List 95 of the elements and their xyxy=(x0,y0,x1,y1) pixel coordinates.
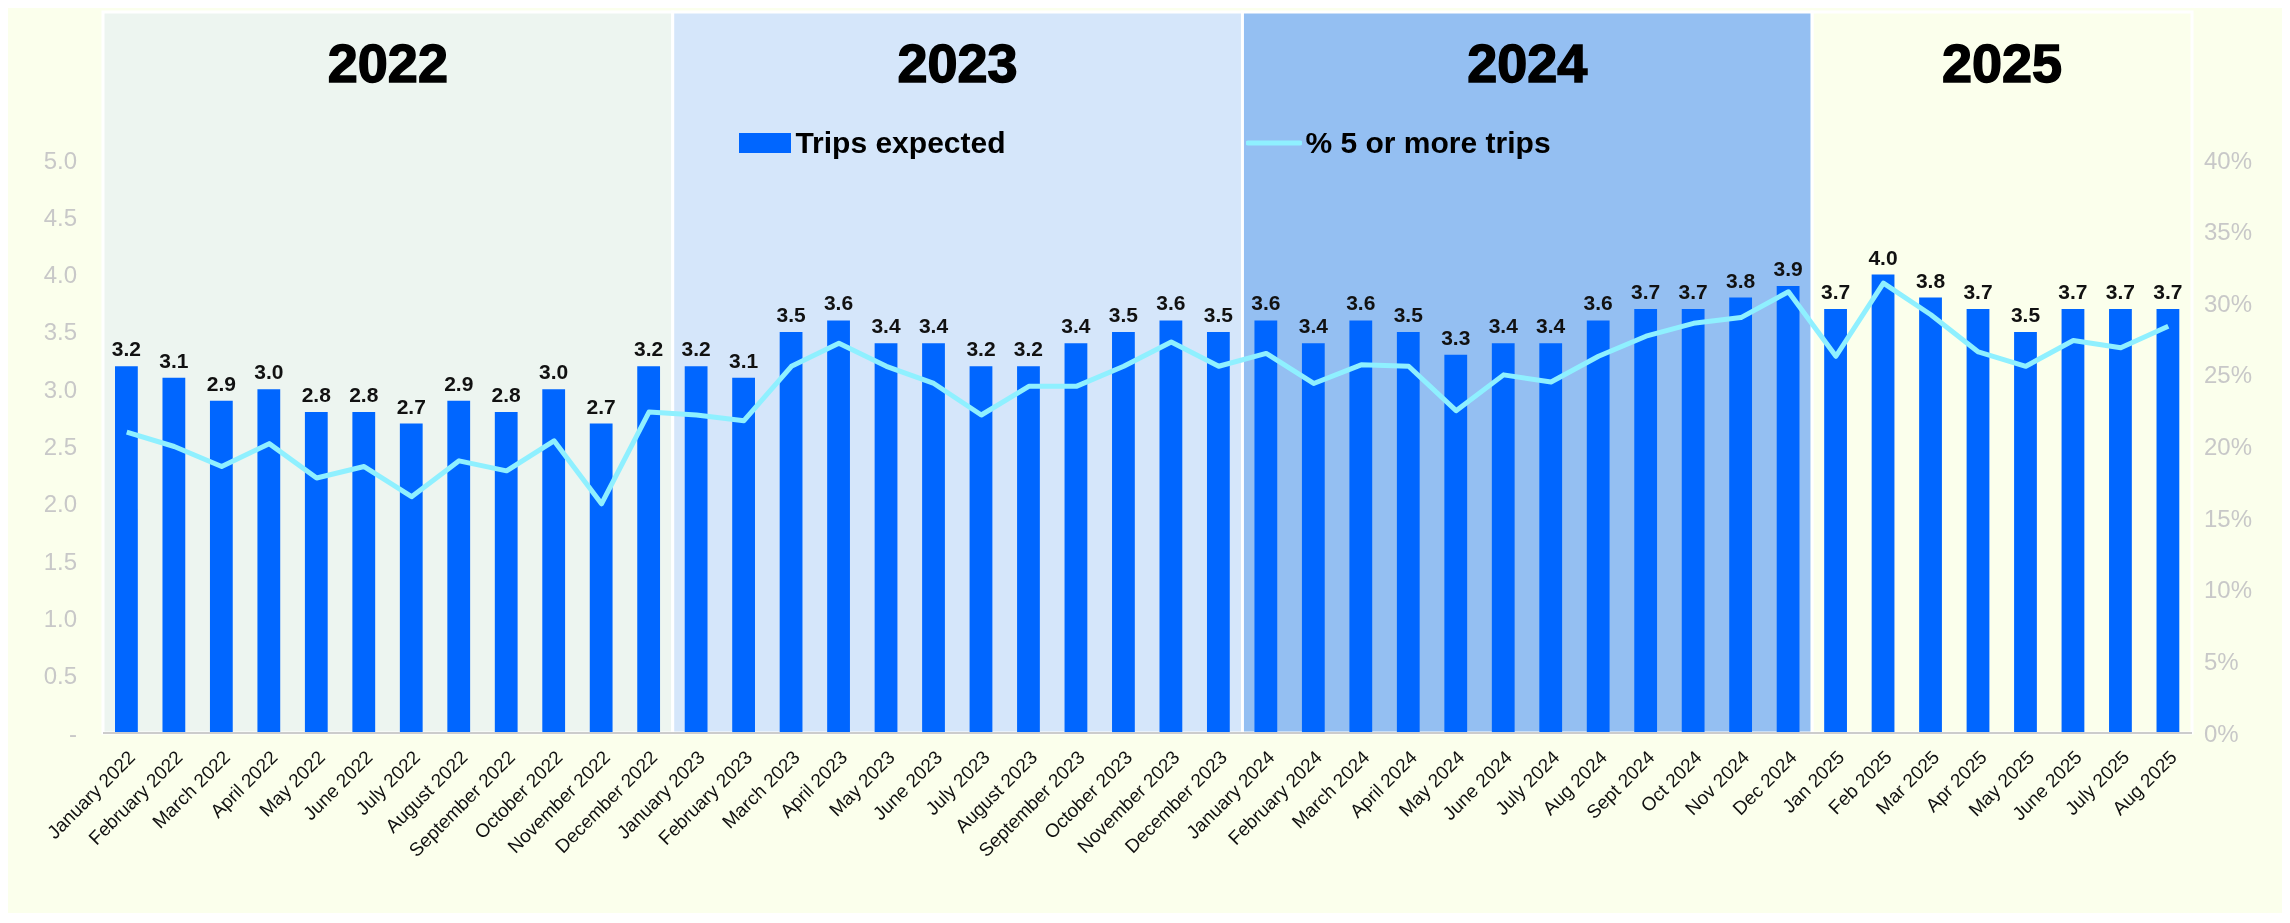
bar xyxy=(1491,343,1515,733)
bar xyxy=(1112,331,1135,733)
data-label: 3.7 xyxy=(1678,279,1708,303)
data-label: 3.6 xyxy=(1346,291,1376,315)
bar xyxy=(399,423,423,733)
bar xyxy=(684,366,708,733)
bar xyxy=(1017,366,1040,733)
bar xyxy=(115,366,138,733)
data-label: 3.0 xyxy=(254,360,284,384)
data-label: 3.9 xyxy=(1773,257,1803,281)
data-label: 3.6 xyxy=(1583,291,1613,315)
data-label: 3.2 xyxy=(966,337,996,361)
bar xyxy=(162,377,186,733)
y-tick-label: - xyxy=(69,719,77,747)
bar xyxy=(922,343,945,733)
legend-label: Trips expected xyxy=(795,126,1006,160)
data-label: 3.7 xyxy=(1820,279,1851,303)
band-label: 2024 xyxy=(1467,33,1588,93)
bar xyxy=(257,389,281,733)
data-label: 3.7 xyxy=(2058,279,2088,303)
bar xyxy=(1396,331,1420,733)
band-label: 2023 xyxy=(897,33,1018,93)
bar xyxy=(969,366,993,733)
data-label: 2.8 xyxy=(301,383,332,407)
data-label: 3.4 xyxy=(1536,314,1566,338)
bar xyxy=(1064,343,1088,733)
data-label: 3.8 xyxy=(1726,268,1756,292)
bar xyxy=(1254,320,1278,733)
data-label: 3.6 xyxy=(1251,291,1281,315)
bar xyxy=(1634,308,1658,733)
data-label: 3.1 xyxy=(159,348,189,372)
legend-label: % 5 or more trips xyxy=(1305,126,1551,160)
data-label: 2.9 xyxy=(206,371,236,395)
bar xyxy=(304,412,328,733)
data-label: 3.2 xyxy=(111,337,141,361)
data-label: 3.4 xyxy=(1488,314,1519,338)
data-label: 2.8 xyxy=(491,383,522,407)
bar xyxy=(779,331,803,733)
bar xyxy=(1966,308,1990,733)
bar xyxy=(1919,297,1942,733)
bar xyxy=(1586,320,1610,733)
data-label: 3.8 xyxy=(1915,268,1946,292)
data-label: 2.7 xyxy=(396,394,426,418)
bar xyxy=(2109,308,2132,733)
bar xyxy=(2014,331,2037,733)
bar xyxy=(1681,308,1705,733)
data-label: 3.5 xyxy=(1203,302,1234,326)
bar xyxy=(1349,320,1373,733)
data-label: 3.1 xyxy=(729,348,759,372)
data-label: 3.5 xyxy=(1108,302,1139,326)
data-label: 3.2 xyxy=(1013,337,1044,361)
data-label: 3.7 xyxy=(1631,279,1661,303)
data-label: 3.5 xyxy=(1393,302,1424,326)
data-label: 3.4 xyxy=(871,314,901,338)
data-label: 2.9 xyxy=(444,371,474,395)
bar xyxy=(1159,320,1183,733)
bar xyxy=(874,343,898,733)
data-label: 3.7 xyxy=(2105,279,2136,303)
data-label: 3.2 xyxy=(681,337,711,361)
data-label: 3.0 xyxy=(539,360,569,384)
bar xyxy=(1206,331,1230,733)
bar xyxy=(1539,343,1563,733)
bar xyxy=(1444,354,1468,733)
data-label: 3.7 xyxy=(2153,279,2183,303)
data-label: 2.8 xyxy=(349,383,379,407)
bar xyxy=(1776,286,1800,733)
bar xyxy=(732,377,755,733)
data-label: 4.0 xyxy=(1868,245,1898,269)
band-label: 2022 xyxy=(327,33,448,93)
band-label: 2025 xyxy=(1942,33,2063,93)
bar xyxy=(352,412,376,733)
data-label: 3.6 xyxy=(1156,291,1186,315)
bar xyxy=(2156,308,2180,733)
bar xyxy=(1729,297,1753,733)
bar xyxy=(589,423,613,733)
data-label: 3.6 xyxy=(823,291,854,315)
bar xyxy=(447,400,471,733)
bar xyxy=(827,320,850,733)
data-label: 3.7 xyxy=(1963,279,1993,303)
bar xyxy=(209,400,233,733)
bar xyxy=(542,389,566,733)
bar xyxy=(1301,343,1325,733)
bar xyxy=(1824,308,1847,733)
data-label: 3.2 xyxy=(634,337,664,361)
bar xyxy=(637,366,661,733)
data-label: 3.5 xyxy=(2010,302,2041,326)
data-label: 3.5 xyxy=(776,302,806,326)
bar xyxy=(2061,308,2085,733)
bar xyxy=(1871,274,1895,733)
data-label: 3.4 xyxy=(1298,314,1329,338)
data-label: 3.4 xyxy=(1061,314,1091,338)
data-label: 2.7 xyxy=(586,394,616,418)
data-label: 3.3 xyxy=(1441,325,1471,349)
data-label: 3.4 xyxy=(918,314,949,338)
bar xyxy=(494,412,518,733)
